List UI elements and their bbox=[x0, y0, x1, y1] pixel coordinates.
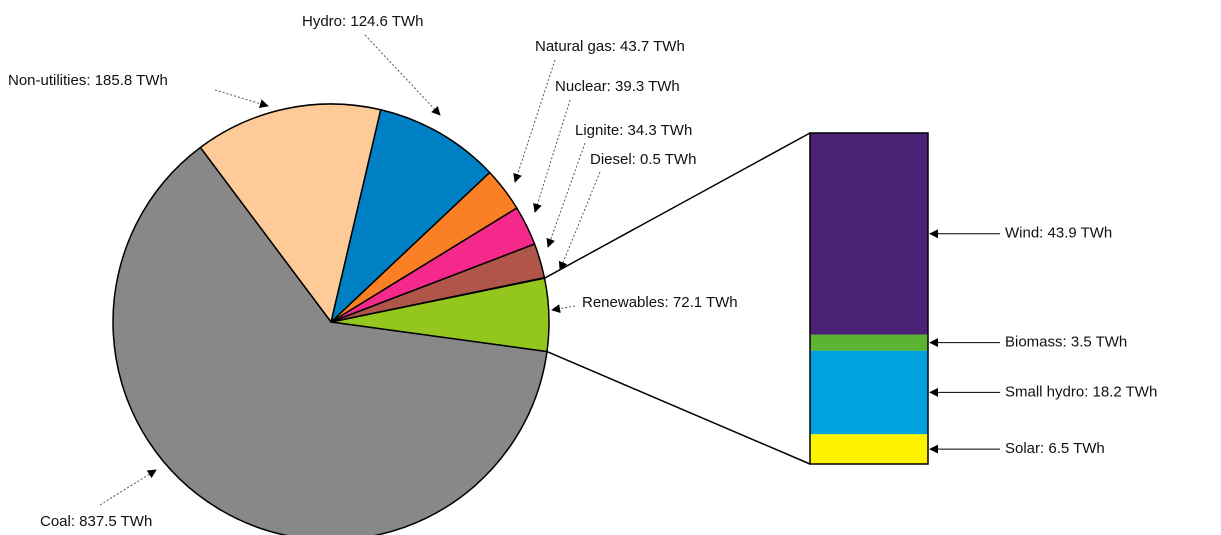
bar-segment bbox=[810, 334, 928, 351]
slice-label: Renewables: 72.1 TWh bbox=[582, 294, 738, 311]
label-arrow bbox=[99, 469, 157, 506]
slice-label: Nuclear: 39.3 TWh bbox=[555, 78, 680, 95]
segment-label: Small hydro: 18.2 TWh bbox=[1005, 383, 1157, 400]
connector bbox=[546, 350, 811, 465]
bar-segment bbox=[810, 133, 928, 335]
slice-label: Non-utilities: 185.8 TWh bbox=[8, 72, 168, 89]
label-arrow bbox=[558, 171, 601, 271]
label-arrow bbox=[551, 304, 576, 314]
label-arrow bbox=[364, 34, 441, 116]
connector bbox=[544, 132, 811, 279]
slice-label: Coal: 837.5 TWh bbox=[40, 513, 152, 530]
slice-label: Diesel: 0.5 TWh bbox=[590, 151, 696, 168]
slice-label: Natural gas: 43.7 TWh bbox=[535, 38, 685, 55]
label-arrow bbox=[214, 89, 269, 108]
label-arrow bbox=[533, 99, 571, 213]
label-arrow bbox=[513, 59, 556, 183]
slice-label: Lignite: 34.3 TWh bbox=[575, 122, 692, 139]
segment-label: Biomass: 3.5 TWh bbox=[1005, 334, 1127, 351]
bar-outline bbox=[809, 132, 929, 465]
pie-slice bbox=[199, 103, 382, 324]
label-arrow bbox=[546, 142, 586, 248]
segment-label: Wind: 43.9 TWh bbox=[1005, 225, 1112, 242]
segment-label: Solar: 6.5 TWh bbox=[1005, 440, 1105, 457]
bar-segment bbox=[810, 350, 928, 435]
bar-segment bbox=[810, 434, 928, 464]
pie-slice bbox=[112, 146, 548, 535]
slice-label: Hydro: 124.6 TWh bbox=[302, 13, 423, 30]
pie-slice bbox=[329, 108, 491, 325]
